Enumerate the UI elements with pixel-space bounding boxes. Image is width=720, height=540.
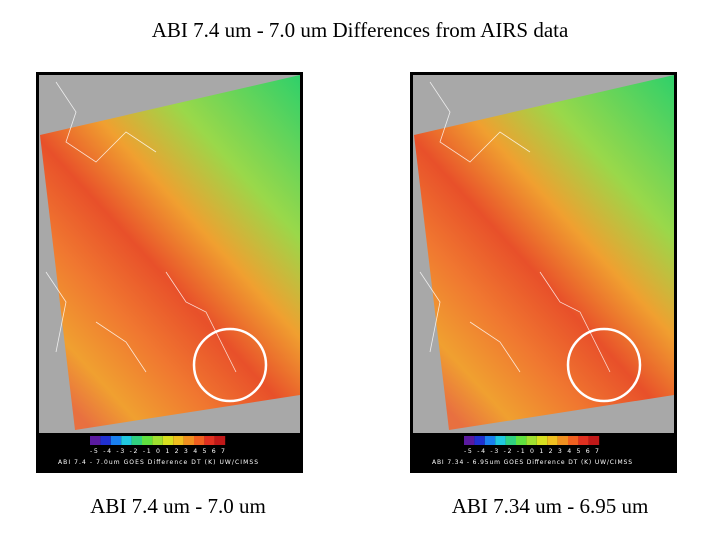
colorbar-segment xyxy=(131,436,142,445)
colorbar-segment xyxy=(152,436,163,445)
colorbar-label: ABI 7.34 - 6.95um GOES Difference DT (K)… xyxy=(432,459,632,466)
colorbar-segment xyxy=(173,436,184,445)
colorbar-segment xyxy=(536,436,548,445)
colorbar-segment xyxy=(588,436,600,445)
coastline xyxy=(419,81,611,373)
colorbar-segment xyxy=(474,436,485,445)
colorbar-segment xyxy=(204,436,215,445)
panel-caption: ABI 7.34 um - 6.95 um xyxy=(451,494,649,518)
swath xyxy=(40,75,300,430)
coastline xyxy=(45,81,237,373)
highlight-circle xyxy=(192,327,268,403)
colorbar-segment xyxy=(121,436,132,445)
colorbar-segment xyxy=(464,436,475,445)
colorbar-ticks: -5 -4 -3 -2 -1 0 1 2 3 4 5 6 7 xyxy=(90,448,225,455)
colorbar-segment xyxy=(526,436,537,445)
satellite-image: -5 -4 -3 -2 -1 0 1 2 3 4 5 6 7 ABI 7.4 - … xyxy=(36,72,303,473)
colorbar-segment xyxy=(557,436,568,445)
colorbar-segment xyxy=(110,436,122,445)
colorbar-label: ABI 7.4 - 7.0um GOES Difference DT (K) U… xyxy=(58,459,258,466)
colorbar-ticks: -5 -4 -3 -2 -1 0 1 2 3 4 5 6 7 xyxy=(464,448,599,455)
swath xyxy=(414,75,674,430)
colorbar-segment xyxy=(100,436,111,445)
satellite-image: -5 -4 -3 -2 -1 0 1 2 3 4 5 6 7 ABI 7.34 -… xyxy=(410,72,677,473)
slide-title: ABI 7.4 um - 7.0 um Differences from AIR… xyxy=(151,18,569,42)
colorbar-segment xyxy=(90,436,101,445)
colorbar-segment xyxy=(568,436,579,445)
colorbar-segment xyxy=(547,436,558,445)
colorbar-segment xyxy=(142,436,153,445)
colorbar-segment xyxy=(516,436,527,445)
colorbar-segment xyxy=(214,436,226,445)
colorbar-segment xyxy=(183,436,194,445)
colorbar-segment xyxy=(495,436,506,445)
colorbar-segment xyxy=(484,436,496,445)
colorbar-segment xyxy=(505,436,516,445)
highlight-circle xyxy=(566,327,642,403)
colorbar-segment xyxy=(194,436,205,445)
colorbar-segment xyxy=(578,436,589,445)
colorbar-segment xyxy=(162,436,174,445)
panel-caption: ABI 7.4 um - 7.0 um xyxy=(90,494,266,518)
